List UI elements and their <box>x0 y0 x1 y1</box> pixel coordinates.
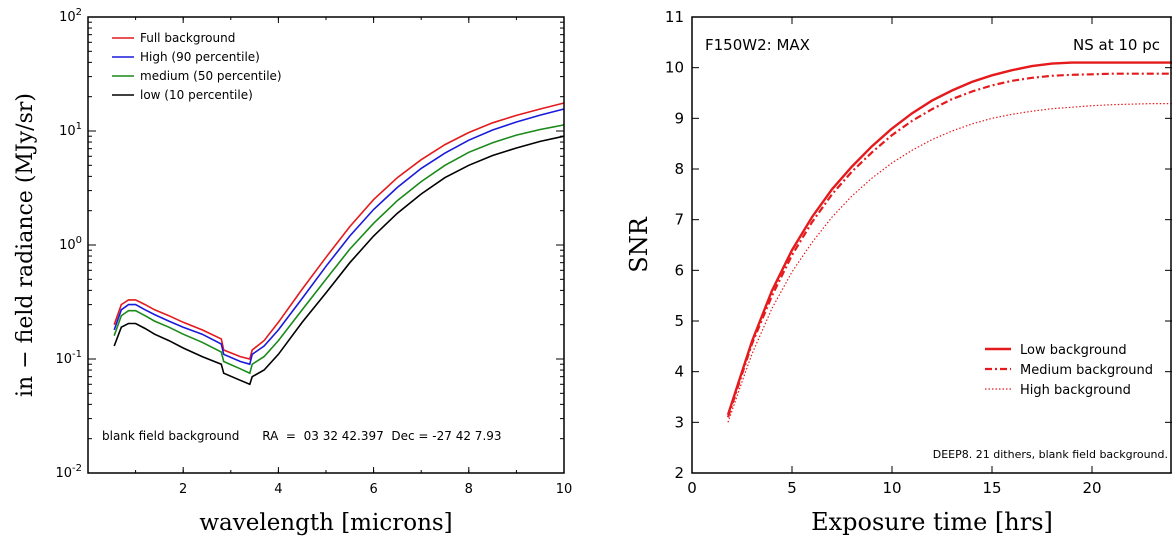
x-tick-label: 8 <box>465 482 473 497</box>
y-tick-label: 10-1 <box>55 349 82 367</box>
chart-annotation: DEEP8. 21 dithers, blank field backgroun… <box>933 448 1168 461</box>
x-axis-label: Exposure time [hrs] <box>811 508 1053 536</box>
series-line-1 <box>113 108 565 366</box>
x-tick-label: 10 <box>556 482 573 497</box>
x-tick-label: 6 <box>369 482 377 497</box>
chart-title-left: F150W2: MAX <box>705 36 810 54</box>
y-tick-label: 10 <box>665 59 684 77</box>
plot-frame <box>87 16 565 474</box>
legend-label: Medium background <box>1020 363 1153 378</box>
chart-title-right: NS at 10 pc <box>1073 36 1160 54</box>
y-tick-exp: 2 <box>76 7 82 18</box>
y-tick-label: 101 <box>59 121 82 139</box>
legend-label: medium (50 percentile) <box>140 69 282 83</box>
y-tick-label: 6 <box>674 261 684 279</box>
y-tick-label: 4 <box>674 363 684 381</box>
y-tick-base: 10 <box>59 238 76 253</box>
series-line-0 <box>113 102 565 360</box>
y-tick-label: 7 <box>674 211 684 229</box>
y-tick-base: 10 <box>55 466 72 481</box>
series-line-2 <box>113 124 565 375</box>
legend-label: Full background <box>140 31 235 45</box>
y-tick-label: 3 <box>674 413 684 431</box>
chart-annotation: blank field background RA = 03 32 42.397… <box>102 429 502 443</box>
y-tick-base: 10 <box>55 352 72 367</box>
y-tick-exp: 1 <box>76 121 82 132</box>
legend-label: low (10 percentile) <box>140 88 253 102</box>
legend-label: High background <box>1020 383 1131 398</box>
legend-label: High (90 percentile) <box>140 50 260 64</box>
x-tick-label: 0 <box>687 479 697 497</box>
y-tick-label: 8 <box>674 160 684 178</box>
y-tick-base: 10 <box>59 124 76 139</box>
x-axis-label: wavelength [microns] <box>199 510 452 536</box>
y-tick-label: 100 <box>59 235 82 253</box>
series-line-0 <box>726 61 1172 416</box>
y-tick-exp: -2 <box>72 463 82 474</box>
legend-label: Low background <box>1020 343 1127 358</box>
y-tick-label: 5 <box>674 312 684 330</box>
y-tick-label: 10-2 <box>55 463 82 481</box>
series-line-3 <box>113 135 565 386</box>
y-tick-exp: -1 <box>72 349 82 360</box>
x-tick-label: 2 <box>179 482 187 497</box>
y-tick-label: 11 <box>665 8 684 26</box>
x-tick-label: 15 <box>982 479 1001 497</box>
y-axis-label: in − field radiance (MJy/sr) <box>13 93 38 397</box>
y-axis-label: SNR <box>625 216 653 272</box>
x-tick-label: 4 <box>274 482 282 497</box>
y-tick-base: 10 <box>59 10 76 25</box>
series-line-1 <box>726 72 1172 418</box>
x-tick-label: 5 <box>787 479 797 497</box>
x-tick-label: 10 <box>882 479 901 497</box>
x-tick-label: 20 <box>1082 479 1101 497</box>
y-tick-label: 102 <box>59 7 82 25</box>
snr-exposure-chart: 0 5 10 15 20 2 3 4 5 6 7 8 9 10 11 F150W2: MAX NS at 10 … <box>625 8 1172 536</box>
y-tick-label: 9 <box>674 109 684 127</box>
y-tick-label: 2 <box>674 464 684 482</box>
plot-frame <box>691 16 1172 474</box>
y-tick-exp: 0 <box>76 235 82 246</box>
